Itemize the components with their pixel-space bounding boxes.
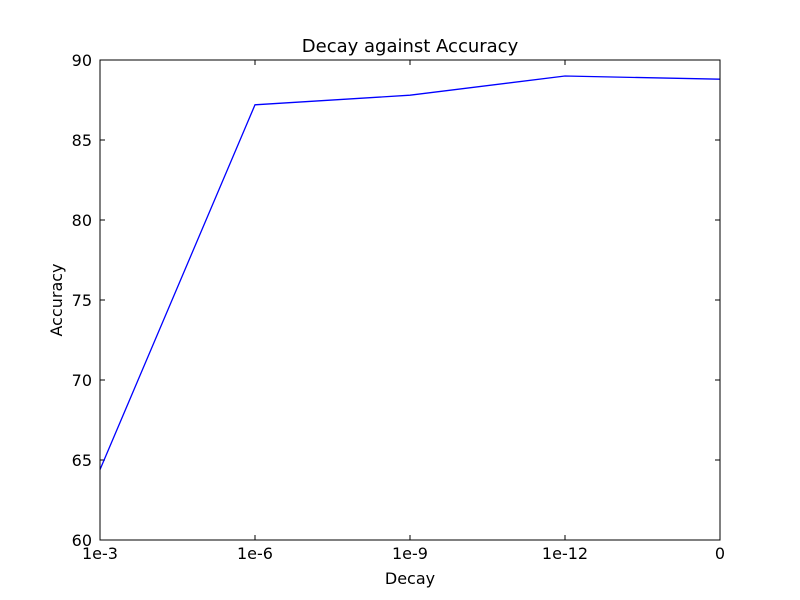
y-tick-label: 90 [72, 51, 92, 70]
x-tick-label: 1e-3 [82, 544, 118, 563]
series-line [99, 75, 721, 470]
x-tick-label: 1e-12 [542, 544, 588, 563]
x-tick-label: 0 [715, 544, 725, 563]
y-tick-label: 85 [72, 131, 92, 150]
y-tick-label: 75 [72, 291, 92, 310]
y-axis-ticks: 60 65 70 75 80 85 90 [72, 51, 720, 550]
y-tick-label: 60 [72, 531, 92, 550]
x-tick-label: 1e-6 [237, 544, 273, 563]
chart-title: Decay against Accuracy [302, 36, 519, 57]
y-tick-label: 80 [72, 211, 92, 230]
series-layer [99, 75, 721, 470]
x-axis-ticks: 1e-3 1e-6 1e-9 1e-12 0 [82, 60, 725, 563]
y-tick-label: 65 [72, 451, 92, 470]
y-axis-label: Accuracy [47, 263, 66, 336]
y-tick-label: 70 [72, 371, 92, 390]
x-tick-label: 1e-9 [392, 544, 428, 563]
x-axis-label: Decay [385, 569, 435, 588]
plot-frame [99, 59, 721, 541]
